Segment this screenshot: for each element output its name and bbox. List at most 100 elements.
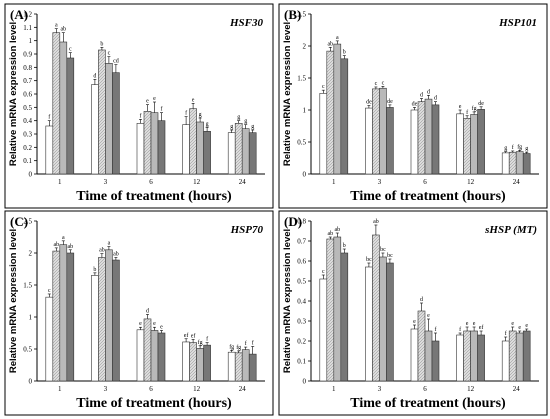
bar xyxy=(386,107,394,175)
significance-label: c xyxy=(48,288,51,294)
bar xyxy=(248,132,257,175)
significance-label: fg xyxy=(517,143,522,150)
bar xyxy=(333,43,342,175)
bar xyxy=(234,352,243,382)
bar xyxy=(431,104,440,175)
bar xyxy=(340,252,349,382)
bar xyxy=(365,266,373,382)
significance-label: g xyxy=(525,146,528,152)
significance-label: c xyxy=(322,84,325,90)
x-tick-label: 1 xyxy=(58,385,62,393)
y-tick-label: 2 xyxy=(29,250,33,258)
x-axis-label: Time of treatment (hours) xyxy=(350,396,506,411)
significance-label: d xyxy=(93,73,96,79)
y-tick-label: 0.3 xyxy=(23,131,32,139)
bar xyxy=(157,332,166,382)
significance-label: d xyxy=(434,96,437,102)
bar xyxy=(203,344,211,382)
y-tick-label: 1.2 xyxy=(23,11,32,19)
significance-label: ab xyxy=(373,219,379,225)
bar xyxy=(372,88,380,175)
y-tick-label: 0.4 xyxy=(297,298,306,306)
bar xyxy=(136,329,145,382)
significance-label: ab xyxy=(327,41,333,47)
bar xyxy=(477,109,485,175)
x-tick-label: 1 xyxy=(332,178,336,186)
bar xyxy=(372,234,380,382)
bar xyxy=(424,98,433,175)
significance-label: ef xyxy=(191,332,196,339)
significance-label: g xyxy=(244,119,247,125)
y-tick-label: 0.9 xyxy=(23,51,32,59)
bar xyxy=(319,278,328,382)
bar xyxy=(105,63,113,175)
significance-label: f xyxy=(435,326,437,333)
bar xyxy=(196,121,204,175)
significance-label: bc xyxy=(366,257,372,263)
bar xyxy=(515,332,524,382)
y-tick-label: 0 xyxy=(29,171,33,179)
bar xyxy=(477,334,485,382)
bar xyxy=(410,109,419,175)
significance-label: f xyxy=(505,330,507,337)
bar xyxy=(501,152,510,175)
significance-label: d xyxy=(146,308,149,314)
bar xyxy=(470,330,478,382)
bar xyxy=(112,259,120,382)
chart-panel-1: 0 0.1 0.2 0.3 0.4 0.5 0.6 0.7 0.8 0.9 1 1.1 1.2 f aab c… xyxy=(4,3,274,209)
significance-label: ab xyxy=(67,244,73,250)
y-tick-label: 0.6 xyxy=(297,258,306,266)
bar xyxy=(508,330,517,382)
bar xyxy=(515,151,524,175)
y-tick-label: 0 xyxy=(303,171,307,179)
x-tick-label: 12 xyxy=(193,385,201,393)
y-tick-label: 2.5 xyxy=(297,11,306,19)
y-tick-label: 0.4 xyxy=(23,117,32,125)
x-tick-label: 6 xyxy=(149,178,153,186)
bar xyxy=(241,128,250,175)
bar xyxy=(248,353,257,382)
bar xyxy=(182,124,190,175)
significance-label: ef xyxy=(479,324,484,331)
y-tick-label: 1 xyxy=(29,314,33,322)
x-tick-label: 24 xyxy=(239,178,247,186)
bar xyxy=(522,330,531,382)
bar xyxy=(203,131,211,175)
significance-label: de xyxy=(387,99,393,105)
y-tick-label: 1.5 xyxy=(23,282,32,290)
significance-label: ab xyxy=(99,248,105,254)
significance-label: f xyxy=(252,339,254,346)
bar xyxy=(143,318,152,382)
bar xyxy=(143,111,152,175)
significance-label: de xyxy=(366,100,372,106)
bar xyxy=(150,330,159,382)
panel-label: (C) xyxy=(10,214,28,229)
x-tick-label: 12 xyxy=(467,385,475,393)
bar xyxy=(241,349,250,382)
bar xyxy=(470,114,478,175)
significance-label: d xyxy=(420,92,423,98)
y-tick-label: 0.5 xyxy=(297,278,306,286)
significance-label: cd xyxy=(113,59,119,65)
bar xyxy=(463,118,471,175)
y-tick-label: 1 xyxy=(303,107,307,115)
bar xyxy=(333,236,342,382)
y-tick-label: 1 xyxy=(29,37,33,45)
significance-label: c xyxy=(375,81,378,87)
bar xyxy=(66,252,75,382)
y-tick-label: 1.1 xyxy=(23,24,32,32)
y-tick-label: 0.5 xyxy=(297,139,306,147)
x-axis-label: Time of treatment (hours) xyxy=(350,189,506,204)
significance-label: f xyxy=(48,114,50,121)
y-tick-label: 0.8 xyxy=(297,218,306,226)
x-tick-label: 3 xyxy=(104,178,108,186)
bar xyxy=(150,112,159,175)
significance-label: e xyxy=(427,313,430,319)
bar xyxy=(522,153,531,175)
bar xyxy=(340,58,349,175)
bar xyxy=(227,351,236,382)
significance-label: b xyxy=(343,243,346,249)
significance-label: ab xyxy=(327,231,333,237)
